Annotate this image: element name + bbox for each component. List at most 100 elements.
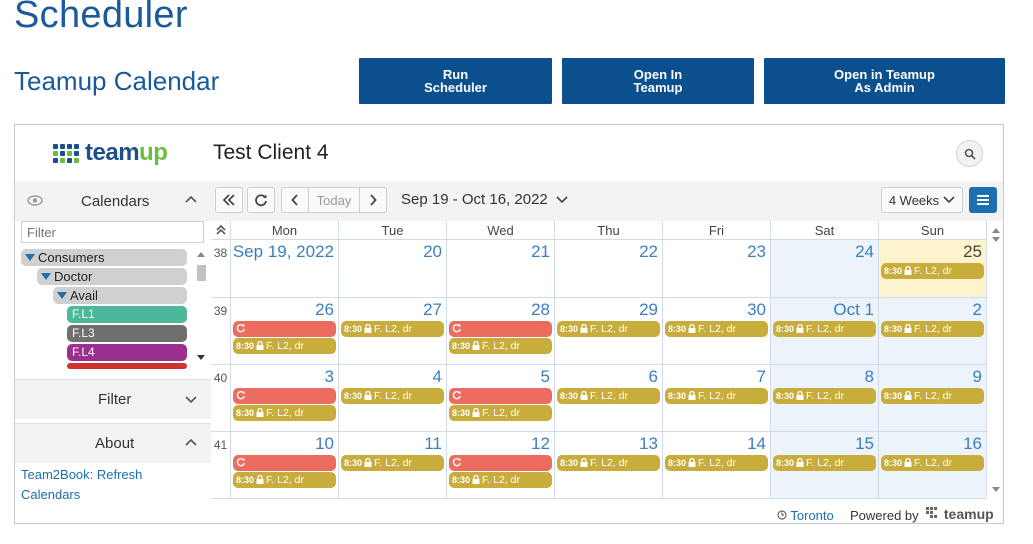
recurring-event[interactable] <box>449 388 552 404</box>
tree-item-doctor[interactable]: Doctor <box>37 268 187 285</box>
grid-scrollbar[interactable] <box>987 221 1003 499</box>
day-cell[interactable]: 7 8:30 F. L2, dr <box>663 365 771 432</box>
filter-section-header[interactable]: Filter <box>15 379 211 419</box>
calendar-event[interactable]: 8:30 F. L2, dr <box>881 321 984 337</box>
day-cell[interactable]: 29 8:30 F. L2, dr <box>555 298 663 365</box>
day-cell[interactable]: 9 8:30 F. L2, dr <box>879 365 987 432</box>
day-number[interactable]: 8 <box>864 367 874 386</box>
refresh-button[interactable] <box>247 187 275 213</box>
day-cell[interactable]: 26 8:30 F. L2, dr <box>231 298 339 365</box>
day-number[interactable]: Sep 19, 2022 <box>232 242 334 261</box>
calendar-item-fl4-partial[interactable] <box>67 363 187 369</box>
recurring-event[interactable] <box>449 321 552 337</box>
date-range-picker[interactable]: Sep 19 - Oct 16, 2022 <box>401 191 568 208</box>
day-number[interactable]: 12 <box>531 434 550 453</box>
calendar-event[interactable]: 8:30 F. L2, dr <box>773 388 876 404</box>
collapse-weekend-icon[interactable] <box>211 221 231 240</box>
eye-icon[interactable] <box>27 195 43 206</box>
day-cell[interactable]: 15 8:30 F. L2, dr <box>771 432 879 499</box>
calendar-event[interactable]: 8:30 F. L2, dr <box>881 263 984 279</box>
chevron-up-icon[interactable] <box>185 195 197 203</box>
calendar-event[interactable]: 8:30 F. L2, dr <box>665 321 768 337</box>
calendar-item-fl4[interactable]: F.L4 <box>67 344 187 361</box>
day-cell[interactable]: 5 8:30 F. L2, dr <box>447 365 555 432</box>
day-number[interactable]: 29 <box>639 300 658 319</box>
scroll-up-icon[interactable] <box>197 251 205 257</box>
calendar-event[interactable]: 8:30 F. L2, dr <box>557 455 660 471</box>
tree-item-consumers[interactable]: Consumers <box>21 249 187 266</box>
team2book-refresh-link[interactable]: Team2Book: Refresh Calendars <box>21 467 143 502</box>
next-button[interactable] <box>359 187 387 213</box>
today-button[interactable]: Today <box>308 187 360 213</box>
day-cell[interactable]: 3 8:30 F. L2, dr <box>231 365 339 432</box>
teamup-footer-logo[interactable]: teamup <box>926 506 994 522</box>
chevron-down-icon[interactable] <box>185 396 197 404</box>
day-number[interactable]: 27 <box>423 300 442 319</box>
day-cell[interactable]: 30 8:30 F. L2, dr <box>663 298 771 365</box>
calendar-event[interactable]: 8:30 F. L2, dr <box>233 405 336 421</box>
recurring-event[interactable] <box>233 455 336 471</box>
day-number[interactable]: 22 <box>639 242 658 261</box>
prev-button[interactable] <box>281 187 309 213</box>
day-number[interactable]: 3 <box>324 367 334 386</box>
day-cell[interactable]: 2 8:30 F. L2, dr <box>879 298 987 365</box>
day-cell[interactable]: 20 <box>339 240 447 298</box>
day-number[interactable]: 23 <box>747 242 766 261</box>
day-cell[interactable]: 12 8:30 F. L2, dr <box>447 432 555 499</box>
scrollbar-thumb[interactable] <box>197 265 206 281</box>
scroll-down-icon[interactable] <box>197 355 205 361</box>
recurring-event[interactable] <box>449 455 552 471</box>
chevron-up-icon[interactable] <box>185 438 197 446</box>
day-cell[interactable]: 8 8:30 F. L2, dr <box>771 365 879 432</box>
day-number[interactable]: 25 <box>963 242 982 261</box>
recurring-event[interactable] <box>233 388 336 404</box>
timezone-link[interactable]: Toronto <box>777 508 834 523</box>
day-cell[interactable]: 27 8:30 F. L2, dr <box>339 298 447 365</box>
calendar-item-fl1[interactable]: F.L1 <box>67 306 187 323</box>
day-cell[interactable]: 13 8:30 F. L2, dr <box>555 432 663 499</box>
day-cell[interactable]: Sep 19, 2022 <box>231 240 339 298</box>
calendar-event[interactable]: 8:30 F. L2, dr <box>881 455 984 471</box>
recurring-event[interactable] <box>233 321 336 337</box>
run-scheduler-button[interactable]: Run Scheduler <box>359 58 552 104</box>
day-number[interactable]: 7 <box>756 367 766 386</box>
calendar-event[interactable]: 8:30 F. L2, dr <box>341 388 444 404</box>
calendar-event[interactable]: 8:30 F. L2, dr <box>449 405 552 421</box>
day-number[interactable]: 20 <box>423 242 442 261</box>
calendar-event[interactable]: 8:30 F. L2, dr <box>233 338 336 354</box>
day-cell[interactable]: 25 8:30 F. L2, dr <box>879 240 987 298</box>
day-cell[interactable]: 24 <box>771 240 879 298</box>
day-number[interactable]: Oct 1 <box>833 300 874 319</box>
day-cell[interactable]: 6 8:30 F. L2, dr <box>555 365 663 432</box>
calendar-event[interactable]: 8:30 F. L2, dr <box>773 455 876 471</box>
day-number[interactable]: 21 <box>531 242 550 261</box>
day-number[interactable]: 16 <box>963 434 982 453</box>
day-cell[interactable]: 21 <box>447 240 555 298</box>
open-as-admin-button[interactable]: Open in Teamup As Admin <box>764 58 1005 104</box>
calendar-event[interactable]: 8:30 F. L2, dr <box>773 321 876 337</box>
calendar-event[interactable]: 8:30 F. L2, dr <box>557 388 660 404</box>
day-cell[interactable]: 11 8:30 F. L2, dr <box>339 432 447 499</box>
day-cell[interactable]: 28 8:30 F. L2, dr <box>447 298 555 365</box>
calendar-event[interactable]: 8:30 F. L2, dr <box>233 472 336 488</box>
day-number[interactable]: 4 <box>432 367 442 386</box>
calendar-event[interactable]: 8:30 F. L2, dr <box>881 388 984 404</box>
day-number[interactable]: 14 <box>747 434 766 453</box>
calendar-event[interactable]: 8:30 F. L2, dr <box>341 321 444 337</box>
search-button[interactable] <box>956 140 983 167</box>
calendars-section-header[interactable]: Calendars <box>15 181 211 221</box>
day-number[interactable]: 26 <box>315 300 334 319</box>
collapse-sidebar-button[interactable] <box>215 187 243 213</box>
view-selector[interactable]: 4 Weeks <box>881 187 963 213</box>
day-number[interactable]: 28 <box>531 300 550 319</box>
day-number[interactable]: 5 <box>540 367 550 386</box>
day-cell[interactable]: 14 8:30 F. L2, dr <box>663 432 771 499</box>
day-cell[interactable]: Oct 1 8:30 F. L2, dr <box>771 298 879 365</box>
menu-button[interactable] <box>969 187 997 213</box>
day-number[interactable]: 11 <box>424 434 442 453</box>
day-number[interactable]: 15 <box>855 434 874 453</box>
calendar-filter-input[interactable] <box>21 221 204 243</box>
day-number[interactable]: 10 <box>315 434 334 453</box>
day-number[interactable]: 9 <box>972 367 982 386</box>
tree-item-avail[interactable]: Avail <box>53 287 187 304</box>
